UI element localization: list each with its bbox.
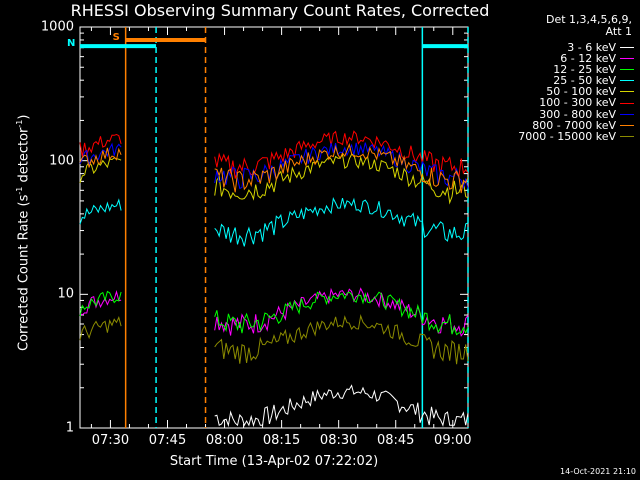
legend-swatch [620,102,634,104]
legend-swatch [620,47,634,49]
y-tick-label: 1 [65,420,74,436]
legend-label: 6 - 12 keV [560,52,616,66]
legend-entry: 7000 - 15000 keV [518,131,634,142]
legend-swatch [620,124,634,126]
legend-entry: 12 - 25 keV [518,64,634,75]
legend-label: 3 - 6 keV [567,41,616,54]
legend-entry: 50 - 100 keV [518,86,634,97]
legend-label: 800 - 7000 keV [532,118,616,132]
series-line [79,142,469,194]
legend-entry: 800 - 7000 keV [518,120,634,131]
legend-swatch [620,69,634,71]
legend-header-line-1: Det 1,3,4,5,6,9, [545,13,632,26]
series-line [79,130,469,179]
legend-header-line-2: Att 1 [605,25,632,38]
x-tick-label: 07:30 [91,433,130,448]
y-tick-label: 1000 [40,19,74,35]
series-line [79,313,469,365]
render-timestamp: 14-Oct-2021 21:10 [560,467,636,476]
y-axis-label: Corrected Count Rate (s-1 detector-1) [15,115,33,351]
x-tick-label: 08:45 [376,433,415,448]
y-axis-label-part-2: detector [16,127,32,187]
legend-entry: 100 - 300 keV [518,96,634,110]
series-line [79,290,469,336]
legend-label: 25 - 50 keV [553,74,616,88]
legend-label: 7000 - 15000 keV [518,129,616,143]
series-line [79,197,469,247]
legend-entry: 3 - 6 keV [518,42,634,53]
legend-entry: 300 - 800 keV [518,107,634,121]
x-axis-label: Start Time (13-Apr-02 07:22:02) [169,454,379,469]
x-tick-label: 07:45 [148,433,187,448]
legend-label: 12 - 25 keV [553,63,616,77]
y-axis-label-exp-1: -1 [15,186,24,195]
legend-swatch [620,91,634,93]
legend-entry: 6 - 12 keV [518,53,634,64]
flag-label: S [112,31,120,43]
legend-label: 300 - 800 keV [539,107,616,121]
legend-swatch [620,113,634,115]
legend-label: 100 - 300 keV [539,96,616,110]
x-tick-label: 08:15 [262,433,301,448]
legend-swatch [620,135,634,137]
legend-swatch [620,80,634,82]
series-line [79,287,469,337]
x-tick-label: 08:00 [205,433,244,448]
legend-swatch [620,58,634,60]
legend: 3 - 6 keV 6 - 12 keV 12 - 25 keV 25 - 50 ke… [518,42,634,142]
y-tick-label: 10 [57,286,74,302]
y-tick-label: 100 [49,153,74,169]
legend-entry: 25 - 50 keV [518,75,634,86]
legend-header: Det 1,3,4,5,6,9, Att 1 [546,14,632,38]
legend-label: 50 - 100 keV [546,85,616,99]
x-tick-label: 08:30 [319,433,358,448]
x-tick-label: 09:00 [434,433,472,448]
series-line [79,142,469,190]
series-line [214,384,469,428]
y-axis-label-exp-2: -1 [15,119,24,128]
chart-title: RHESSI Observing Summary Count Rates, Co… [70,1,490,20]
y-axis-label-part-1: Corrected Count Rate (s [16,194,32,351]
y-axis-label-part-3: ) [16,114,32,120]
flag-label: N [67,38,76,50]
